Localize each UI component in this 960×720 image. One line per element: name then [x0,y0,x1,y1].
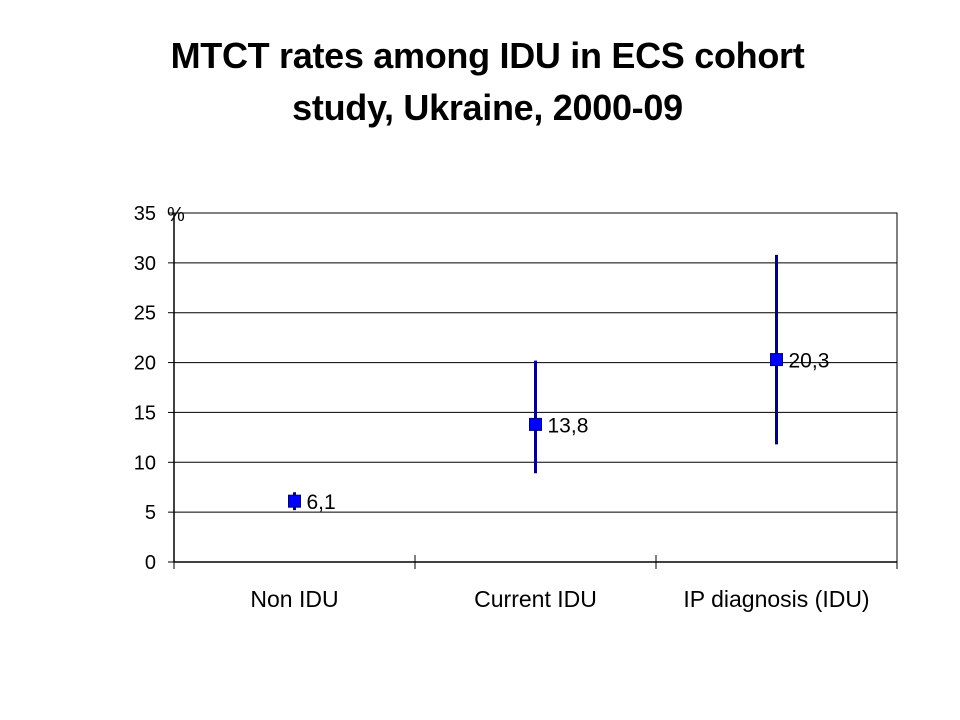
data-point-marker [770,353,783,367]
y-tick-label: 25 [134,303,156,325]
data-label: 20,3 [789,350,830,373]
y-tick-label: 35 [134,203,156,225]
y-tick-label: 5 [145,502,156,524]
x-tick-label: Non IDU [250,586,338,612]
data-label: 6,1 [307,491,336,514]
data-labels: 6,1 13,8 20,3 [307,350,830,515]
y-tick-label: 10 [134,452,156,474]
chart-title-line-2: study, Ukraine, 2000-09 [292,87,683,128]
chart-title: MTCT rates among IDU in ECS cohort study… [0,30,960,134]
x-tick-labels: Non IDU Current IDU IP diagnosis (IDU) [250,586,869,612]
y-unit-label: % [167,204,185,226]
chart-title-line-1: MTCT rates among IDU in ECS cohort [170,35,805,76]
data-points [288,353,783,508]
y-tick-label: 30 [134,253,156,275]
x-tick-label: IP diagnosis (IDU) [683,586,869,612]
error-bars [293,254,778,511]
axes [168,212,898,569]
y-tick-label: 20 [134,353,156,375]
data-point-marker [288,494,301,508]
y-tick-label: 0 [145,552,156,574]
data-label: 13,8 [548,414,589,437]
y-tick-label: 15 [134,402,156,424]
y-tick-labels: 0 5 10 15 20 25 30 35 [134,203,156,574]
data-point-marker [529,417,542,431]
x-tick-label: Current IDU [474,586,597,612]
